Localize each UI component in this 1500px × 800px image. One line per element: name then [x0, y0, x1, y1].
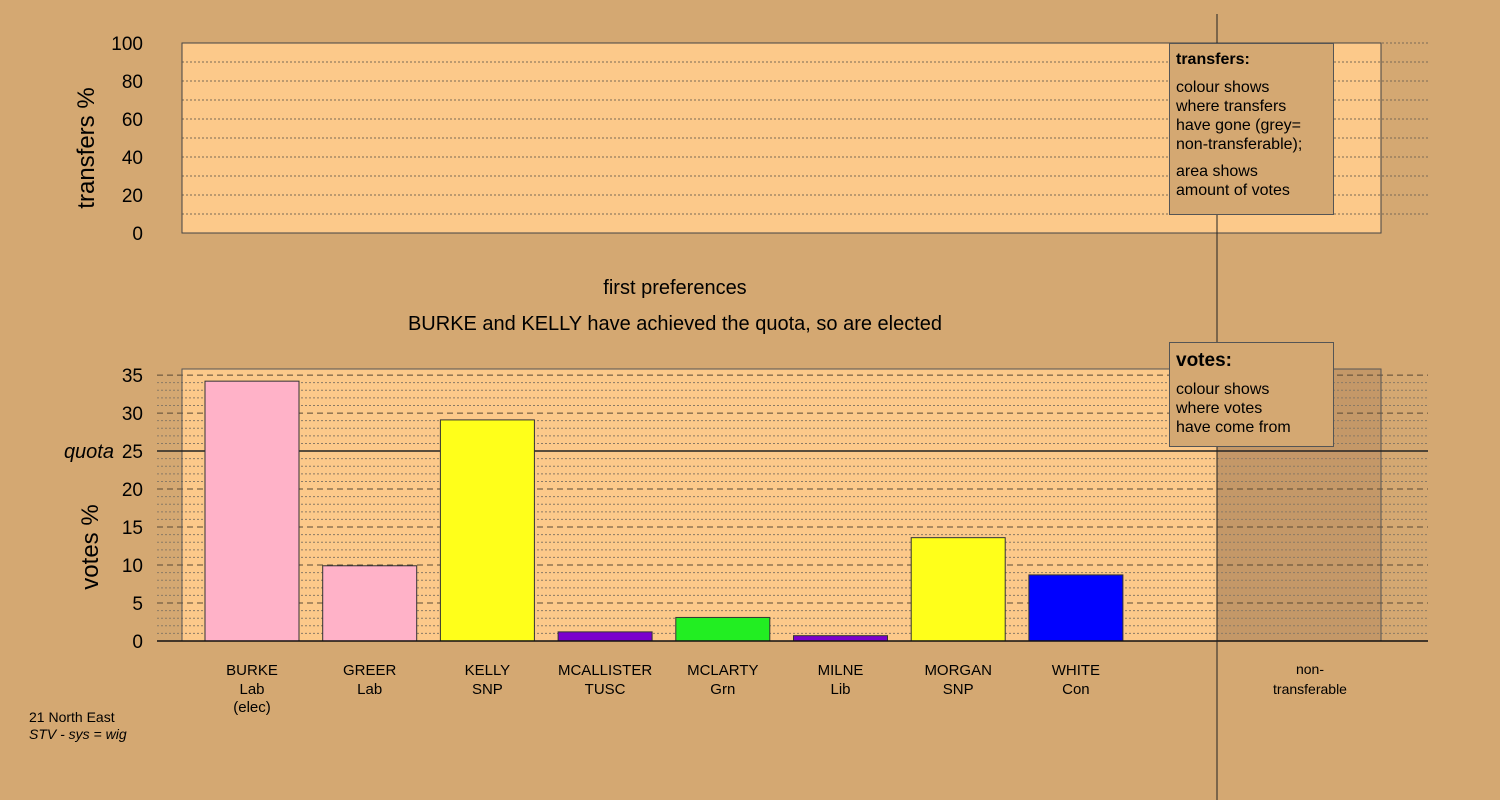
- footer: 21 North East STV - sys = wig: [29, 709, 127, 743]
- transfers-legend-heading: transfers:: [1176, 51, 1250, 68]
- x-tick-candidate-name: MCLARTY: [687, 662, 758, 679]
- transfers-y-tick-label: 0: [132, 224, 143, 245]
- bar-morgan: [910, 537, 1006, 642]
- votes-legend: votes: colour shows where votes have com…: [1169, 342, 1334, 447]
- x-tick-party: Lab: [239, 681, 264, 698]
- bar-kelly: [439, 419, 535, 642]
- footer-constituency: 21 North East: [29, 709, 115, 725]
- votes-y-tick-label: 35: [122, 366, 143, 387]
- x-tick-candidate-name: MCALLISTER: [558, 662, 652, 679]
- transfers-y-tick-label: 100: [111, 34, 143, 55]
- x-tick-party: TUSC: [585, 681, 626, 698]
- transfers-y-axis-label: transfers %: [73, 87, 100, 208]
- x-tick-party: SNP: [472, 681, 503, 698]
- transfers-y-tick-label: 60: [122, 110, 143, 131]
- footer-system: STV - sys = wig: [29, 726, 127, 742]
- x-tick-candidate-name: GREER: [343, 662, 397, 679]
- votes-legend-line: where votes: [1176, 400, 1263, 417]
- x-tick-party: Grn: [710, 681, 735, 698]
- transfers-y-tick-label: 40: [122, 148, 143, 169]
- bar-greer: [322, 565, 418, 642]
- x-tick-party: Lab: [357, 681, 382, 698]
- votes-legend-line: colour shows: [1176, 381, 1270, 398]
- x-tick-candidate-name: MORGAN: [924, 662, 992, 679]
- votes-y-tick-label: 0: [132, 632, 143, 653]
- x-tick-non-transferable: transferable: [1273, 681, 1347, 697]
- bar-milne: [793, 635, 888, 642]
- x-tick-non-transferable: non-: [1296, 661, 1324, 677]
- transfers-legend-line: non-transferable);: [1176, 136, 1303, 153]
- votes-y-tick-label: 15: [122, 518, 143, 539]
- votes-y-tick-label: 25: [122, 442, 143, 463]
- x-tick-party: Con: [1062, 681, 1090, 698]
- votes-legend-line: have come from: [1176, 419, 1291, 436]
- chart-subtitle: BURKE and KELLY have achieved the quota,…: [408, 313, 942, 335]
- x-tick-party: SNP: [943, 681, 974, 698]
- chart-title: first preferences: [603, 277, 746, 299]
- x-tick-candidate-name: KELLY: [465, 662, 511, 679]
- x-tick-candidate-name: BURKE: [226, 662, 278, 679]
- votes-y-tick-label: 5: [132, 594, 143, 615]
- quota-label: quota: [64, 441, 114, 463]
- votes-legend-heading: votes:: [1176, 350, 1232, 371]
- votes-y-tick-label: 10: [122, 556, 143, 577]
- bar-mclarty: [675, 616, 771, 642]
- bar-white: [1028, 574, 1124, 642]
- transfers-legend-line: have gone (grey=: [1176, 117, 1301, 134]
- votes-y-axis-label: votes %: [77, 504, 104, 589]
- bar-mcallister: [557, 631, 653, 642]
- votes-y-tick-label: 20: [122, 480, 143, 501]
- x-tick-candidate-name: WHITE: [1052, 662, 1100, 679]
- transfers-y-tick-label: 80: [122, 72, 143, 93]
- x-tick-elected-note: (elec): [233, 699, 271, 716]
- transfers-legend-line: colour shows: [1176, 79, 1270, 96]
- transfers-y-tick-label: 20: [122, 186, 143, 207]
- votes-y-tick-label: 30: [122, 404, 143, 425]
- bar-burke: [204, 380, 300, 642]
- x-tick-party: Lib: [830, 681, 850, 698]
- x-tick-candidate-name: MILNE: [818, 662, 864, 679]
- transfers-legend-line: where transfers: [1176, 98, 1287, 115]
- transfers-legend: transfers: colour shows where transfers …: [1169, 43, 1334, 215]
- transfers-panel-border: [181, 42, 1382, 234]
- transfers-legend-line: area shows: [1176, 163, 1258, 180]
- transfers-legend-line: amount of votes: [1176, 182, 1290, 199]
